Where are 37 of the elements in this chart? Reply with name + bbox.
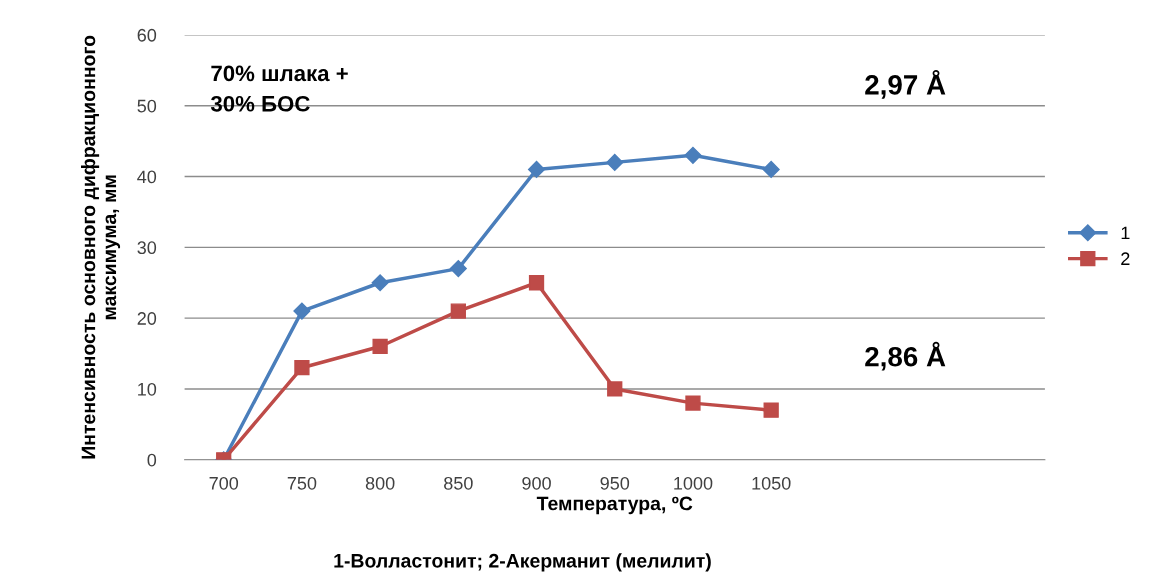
point [371, 274, 389, 292]
x-axis-title: Температура, ºC [536, 496, 693, 515]
y-tick-label: 10 [138, 382, 157, 396]
point [372, 338, 388, 355]
x-tick-label: 1050 [752, 476, 791, 490]
point [606, 153, 624, 171]
point [527, 160, 546, 179]
text: 1-Волластонит; 2-Акерманит (мелилит) [334, 553, 711, 572]
annotation: 70% шлака + 30% БОС [210, 65, 348, 112]
point [293, 302, 311, 320]
x-tick-label: 950 [600, 476, 630, 490]
point [763, 402, 779, 418]
y-tick-label: 20 [137, 312, 157, 325]
point [450, 303, 466, 319]
x-tick-label: 1000 [674, 476, 713, 490]
annotation: 2,86 Å [865, 341, 946, 371]
point [684, 146, 702, 164]
x-tick-label: 900 [522, 476, 551, 490]
y-tick-label: 30 [137, 241, 157, 255]
x-tick-label: 700 [209, 476, 239, 490]
point [762, 160, 780, 179]
x-tick-label: 750 [287, 476, 317, 490]
y-tick-label: 60 [137, 28, 157, 42]
annotation: 2,97 Å [865, 69, 946, 99]
y-tick-label: 0 [147, 453, 157, 467]
y-tick-label: 40 [137, 170, 157, 184]
x-tick-label: 800 [365, 476, 395, 490]
legend-label: 1 [1121, 226, 1130, 240]
point [294, 360, 310, 376]
legend-label: 2 [1121, 252, 1130, 265]
y-axis-title: Интенсивность основного дифракционного максимума, мм [81, 35, 121, 459]
y-tick-label: 50 [137, 99, 157, 113]
point [685, 395, 701, 411]
point [607, 381, 623, 397]
point [449, 260, 467, 278]
x-tick-label: 850 [444, 476, 473, 490]
point [528, 275, 545, 291]
